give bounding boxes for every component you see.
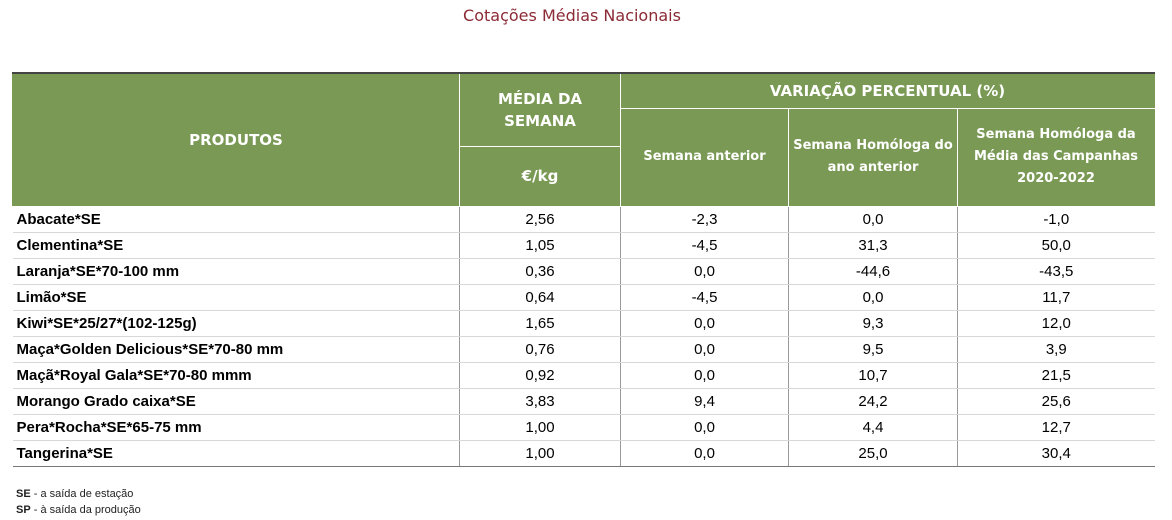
- table-row: Pera*Rocha*SE*65-75 mm 1,00 0,0 4,4 12,7: [12, 414, 1155, 441]
- cell-semana-homologa: 4,4: [788, 414, 958, 441]
- table-row: Abacate*SE 2,56 -2,3 0,0 -1,0: [12, 206, 1155, 233]
- table-row: Maçã*Royal Gala*SE*70-80 mmm 0,92 0,0 10,7 2…: [12, 362, 1155, 389]
- cell-semana-anterior: 0,0: [620, 310, 789, 337]
- footnote-se: SE - a saída de estação: [16, 486, 141, 502]
- cell-media-campanhas: 12,0: [957, 310, 1155, 337]
- cell-media-campanhas: 11,7: [957, 284, 1155, 311]
- cell-media: 3,83: [459, 388, 621, 415]
- cell-semana-homologa: 9,5: [788, 336, 958, 363]
- header-semana-homologa: Semana Homóloga do ano anterior: [788, 107, 958, 207]
- footnote-text: - à saída da produção: [30, 504, 141, 516]
- cell-media-campanhas: 50,0: [957, 232, 1155, 259]
- footnote-abbr: SP: [16, 504, 31, 516]
- footnote-sp: SP - à saída da produção: [16, 502, 141, 518]
- cell-semana-homologa: 24,2: [788, 388, 958, 415]
- cell-media: 1,65: [459, 310, 621, 337]
- table-row: Tangerina*SE 1,00 0,0 25,0 30,4: [12, 440, 1155, 467]
- cell-semana-homologa: 25,0: [788, 440, 958, 467]
- cell-media-campanhas: 21,5: [957, 362, 1155, 389]
- cell-produto: Pera*Rocha*SE*65-75 mm: [12, 414, 460, 441]
- table-row: Clementina*SE 1,05 -4,5 31,3 50,0: [12, 232, 1155, 259]
- cell-produto: Laranja*SE*70-100 mm: [12, 258, 460, 285]
- cell-media-campanhas: -1,0: [957, 206, 1155, 233]
- header-unit: €/kg: [459, 145, 621, 207]
- cell-media: 1,05: [459, 232, 621, 259]
- cell-media-campanhas: 25,6: [957, 388, 1155, 415]
- cell-produto: Abacate*SE: [12, 206, 460, 233]
- cell-produto: Tangerina*SE: [12, 440, 460, 467]
- cell-semana-anterior: 9,4: [620, 388, 789, 415]
- cell-media-campanhas: 3,9: [957, 336, 1155, 363]
- cell-media: 0,92: [459, 362, 621, 389]
- cell-produto: Maçã*Royal Gala*SE*70-80 mmm: [12, 362, 460, 389]
- prices-table: PRODUTOS MÉDIA DA SEMANA VARIAÇÃO PERCEN…: [12, 72, 1155, 467]
- table-row: Kiwi*SE*25/27*(102-125g) 1,65 0,0 9,3 12,0: [12, 310, 1155, 337]
- cell-produto: Maça*Golden Delicious*SE*70-80 mm: [12, 336, 460, 363]
- cell-semana-anterior: 0,0: [620, 414, 789, 441]
- cell-semana-homologa: 9,3: [788, 310, 958, 337]
- table-row: Maça*Golden Delicious*SE*70-80 mm 0,76 0,0…: [12, 336, 1155, 363]
- cell-semana-homologa: 31,3: [788, 232, 958, 259]
- table-body: Abacate*SE 2,56 -2,3 0,0 -1,0 Clementina*SE 1,…: [12, 206, 1155, 467]
- cell-semana-anterior: -2,3: [620, 206, 789, 233]
- cell-semana-homologa: 10,7: [788, 362, 958, 389]
- cell-semana-anterior: 0,0: [620, 336, 789, 363]
- header-media-semana: MÉDIA DA SEMANA: [459, 72, 621, 147]
- page-title: Cotações Médias Nacionais: [463, 6, 681, 25]
- cell-media: 0,76: [459, 336, 621, 363]
- cell-media: 1,00: [459, 440, 621, 467]
- footnote-text: - a saída de estação: [30, 488, 134, 500]
- table-row: Laranja*SE*70-100 mm 0,36 0,0 -44,6 -43,5: [12, 258, 1155, 285]
- cell-media-campanhas: 30,4: [957, 440, 1155, 467]
- table-row: Morango Grado caixa*SE 3,83 9,4 24,2 25,6: [12, 388, 1155, 415]
- cell-semana-anterior: 0,0: [620, 440, 789, 467]
- cell-semana-homologa: -44,6: [788, 258, 958, 285]
- footnotes: SE - a saída de estação SP - à saída da …: [16, 486, 141, 518]
- cell-media: 0,36: [459, 258, 621, 285]
- cell-media: 0,64: [459, 284, 621, 311]
- header-semana-anterior: Semana anterior: [620, 107, 789, 207]
- cell-semana-anterior: 0,0: [620, 362, 789, 389]
- cell-semana-anterior: -4,5: [620, 284, 789, 311]
- cell-media: 1,00: [459, 414, 621, 441]
- cell-produto: Kiwi*SE*25/27*(102-125g): [12, 310, 460, 337]
- table-row: Limão*SE 0,64 -4,5 0,0 11,7: [12, 284, 1155, 311]
- cell-semana-homologa: 0,0: [788, 284, 958, 311]
- cell-produto: Clementina*SE: [12, 232, 460, 259]
- cell-produto: Limão*SE: [12, 284, 460, 311]
- footnote-abbr: SE: [16, 488, 31, 500]
- cell-media: 2,56: [459, 206, 621, 233]
- header-semana-homologa-media: Semana Homóloga da Média das Campanhas 2…: [957, 107, 1155, 207]
- header-variacao-percentual: VARIAÇÃO PERCENTUAL (%): [620, 72, 1155, 109]
- table-header: PRODUTOS MÉDIA DA SEMANA VARIAÇÃO PERCEN…: [12, 72, 1155, 207]
- cell-semana-anterior: 0,0: [620, 258, 789, 285]
- cell-semana-homologa: 0,0: [788, 206, 958, 233]
- cell-semana-anterior: -4,5: [620, 232, 789, 259]
- cell-produto: Morango Grado caixa*SE: [12, 388, 460, 415]
- header-produtos: PRODUTOS: [12, 72, 460, 207]
- cell-media-campanhas: 12,7: [957, 414, 1155, 441]
- cell-media-campanhas: -43,5: [957, 258, 1155, 285]
